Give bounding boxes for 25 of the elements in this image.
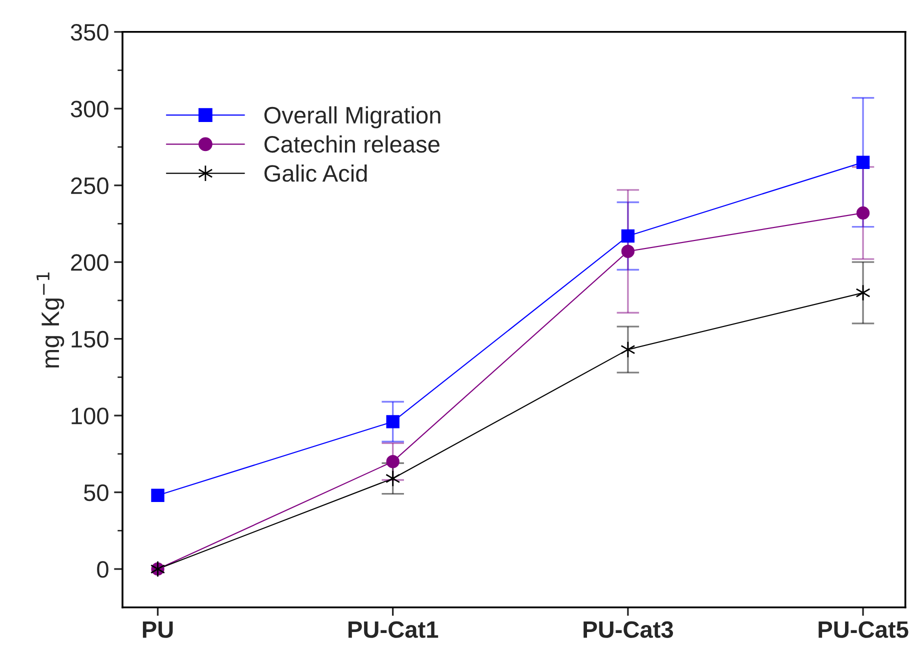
- x-tick-label: PU-Cat5: [818, 621, 908, 638]
- point: [386, 415, 400, 428]
- y-tick-label: 0: [97, 561, 108, 578]
- point: [151, 488, 164, 502]
- y-tick-label: 200: [71, 254, 108, 271]
- y-tick-label: 300: [70, 100, 108, 118]
- y-axis-title: mg Kg$^{−1}$: [36, 272, 64, 368]
- point: [386, 454, 400, 468]
- y-tick-label: 50: [84, 484, 108, 502]
- y-tick-label: 100: [72, 408, 108, 424]
- point: [856, 156, 870, 169]
- point: [620, 341, 636, 358]
- y-tick-label: 250: [71, 177, 108, 194]
- point: [621, 229, 635, 243]
- x-tick-label: PU: [142, 621, 173, 638]
- legend-label: Catechin release: [264, 135, 440, 153]
- x-tick-label: PU-Cat1: [348, 621, 438, 638]
- point: [621, 244, 635, 258]
- y-tick-label: 350: [70, 24, 108, 41]
- point: [856, 206, 870, 220]
- legend-label: Galic Acid: [264, 164, 367, 182]
- legend-label: Overall Migration: [264, 106, 440, 128]
- y-tick-label: 150: [72, 330, 108, 348]
- x-tick-label: PU-Cat3: [584, 621, 674, 638]
- point: [386, 470, 400, 487]
